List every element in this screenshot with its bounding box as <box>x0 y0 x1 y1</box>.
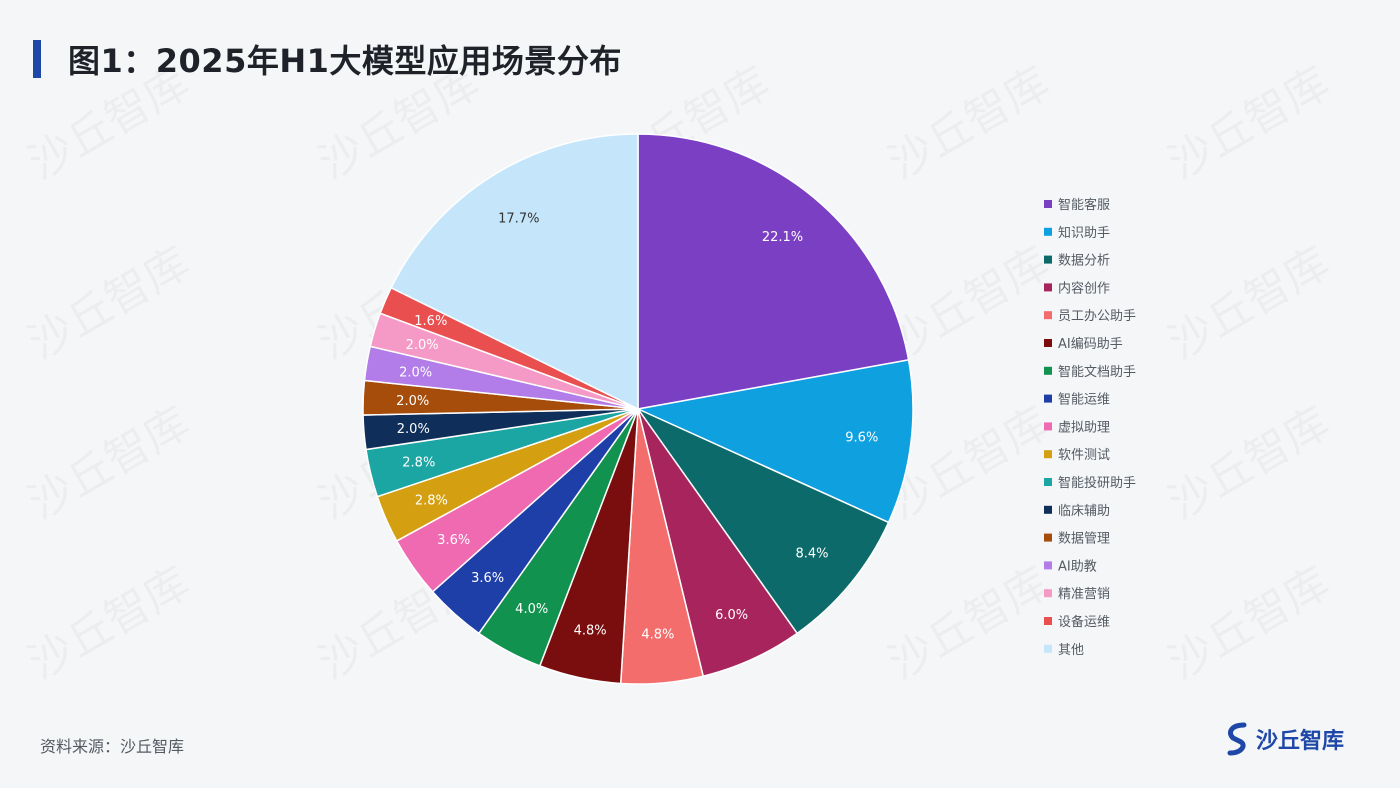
legend-label-7: 智能文档助手 <box>1058 365 1136 380</box>
page-title: 图1：2025年H1大模型应用场景分布 <box>68 42 622 80</box>
legend-label-9: 虚拟助理 <box>1058 420 1110 435</box>
legend-swatch-5 <box>1044 311 1052 320</box>
legend-label-4: 内容创作 <box>1058 280 1110 296</box>
data-label-9: 3.6% <box>437 533 470 548</box>
brand-logo-icon <box>1227 722 1247 756</box>
legend-label-16: 设备运维 <box>1058 614 1110 630</box>
watermark-text: 沙丘智库 <box>1160 557 1338 689</box>
brand-mark: 沙丘智库 <box>1224 722 1344 756</box>
watermark-text: 沙丘智库 <box>1160 237 1338 369</box>
legend-label-14: AI助教 <box>1058 558 1097 574</box>
data-label-12: 2.0% <box>397 422 430 437</box>
legend-label-15: 精准营销 <box>1058 587 1110 602</box>
legend-swatch-11 <box>1044 478 1052 486</box>
legend-swatch-7 <box>1044 366 1052 375</box>
watermark-text: 沙丘智库 <box>880 557 1058 689</box>
legend-label-3: 数据分析 <box>1058 254 1110 269</box>
watermark-text: 沙丘智库 <box>20 557 198 689</box>
legend-swatch-12 <box>1044 505 1052 514</box>
legend-swatch-2 <box>1044 227 1052 236</box>
title-accent-bar <box>33 40 41 78</box>
pie-slice-2 <box>635 359 914 524</box>
legend-label-2: 知识助手 <box>1058 225 1110 241</box>
data-label-11: 2.8% <box>402 456 435 471</box>
pie-slice-3 <box>635 407 890 635</box>
legend-swatch-14 <box>1044 561 1052 570</box>
data-label-15: 2.0% <box>406 338 439 353</box>
legend-label-13: 数据管理 <box>1058 532 1110 547</box>
pie-slice-1 <box>637 133 910 410</box>
data-label-8: 3.6% <box>471 571 504 586</box>
watermark-text: 沙丘智库 <box>20 57 198 189</box>
watermark-text: 沙丘智库 <box>1160 397 1338 529</box>
legend-swatch-15 <box>1044 589 1052 598</box>
pie-slice-17 <box>390 133 639 411</box>
watermark-text: 沙丘智库 <box>1160 57 1338 189</box>
legend-swatch-6 <box>1044 339 1052 347</box>
legend-swatch-9 <box>1044 422 1052 431</box>
legend-swatch-16 <box>1044 617 1052 625</box>
data-label-4: 6.0% <box>715 608 748 623</box>
legend-label-12: 临床辅助 <box>1058 504 1110 519</box>
data-label-5: 4.8% <box>641 628 674 643</box>
legend-label-11: 智能投研助手 <box>1058 475 1136 491</box>
data-label-6: 4.8% <box>574 623 607 638</box>
legend-label-1: 智能客服 <box>1058 197 1110 213</box>
legend-swatch-1 <box>1044 200 1052 208</box>
legend-label-6: AI编码助手 <box>1058 337 1123 352</box>
data-label-13: 2.0% <box>396 394 429 409</box>
brand-name: 沙丘智库 <box>1256 729 1345 754</box>
pie-slices <box>362 133 914 685</box>
pie-data-labels: 22.1% 9.6% 8.4% 6.0% 4.8% 4.8% 4.0% 3.6% 3.6% 2.8… <box>396 212 878 643</box>
watermark-text: 沙丘智库 <box>20 237 198 369</box>
legend-swatch-13 <box>1044 533 1052 542</box>
data-label-16: 1.6% <box>414 314 447 329</box>
data-label-14: 2.0% <box>399 366 432 381</box>
legend-label-17: 其他 <box>1058 643 1084 658</box>
watermark-text: 沙丘智库 <box>20 397 198 529</box>
legend-swatch-17 <box>1044 644 1052 653</box>
watermark-text: 沙丘智库 <box>880 57 1058 189</box>
legend-swatch-4 <box>1044 283 1052 292</box>
legend-swatch-8 <box>1044 394 1052 403</box>
legend-label-8: 智能运维 <box>1058 393 1110 408</box>
data-label-17: 17.7% <box>498 212 539 227</box>
data-label-3: 8.4% <box>795 546 828 561</box>
legend-label-10: 软件测试 <box>1058 448 1110 463</box>
data-label-7: 4.0% <box>515 602 548 617</box>
legend-label-5: 员工办公助手 <box>1058 309 1136 324</box>
watermark-text: 沙丘智库 <box>310 57 488 189</box>
source-note: 资料来源：沙丘智库 <box>40 737 185 756</box>
data-label-10: 2.8% <box>415 493 448 508</box>
data-label-2: 9.6% <box>845 431 878 446</box>
data-label-1: 22.1% <box>762 230 803 245</box>
legend-swatch-3 <box>1044 255 1052 264</box>
legend-swatch-10 <box>1044 450 1052 459</box>
